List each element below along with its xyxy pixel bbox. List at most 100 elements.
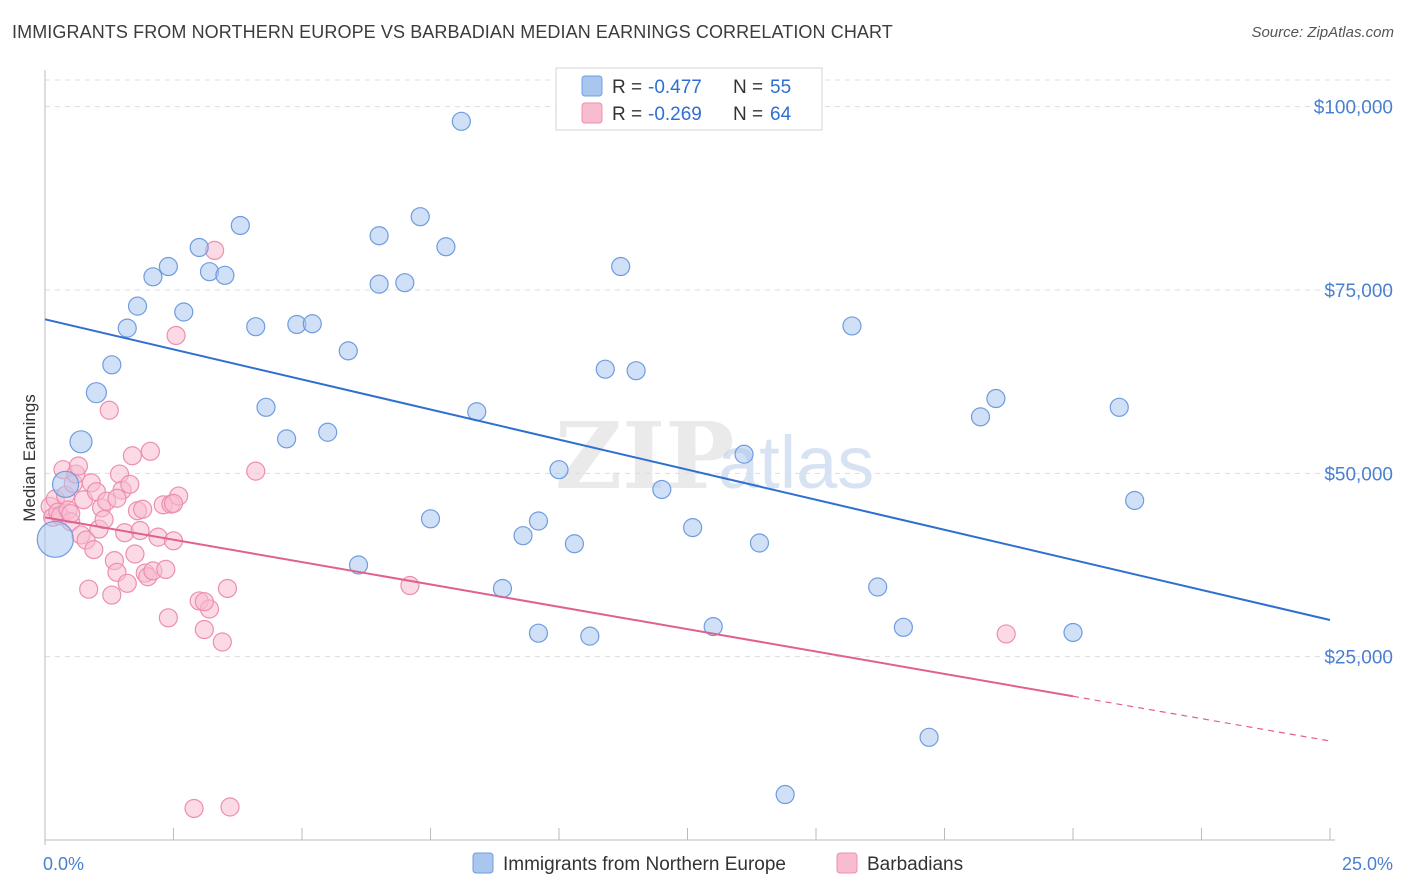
point-northern-europe	[986, 388, 1006, 409]
point-northern-europe	[549, 460, 569, 480]
point-barbadians	[120, 474, 140, 494]
point-barbadians	[996, 624, 1016, 644]
point-barbadians	[130, 520, 150, 541]
series-legend: Immigrants from Northern Europe Barbadia…	[472, 852, 963, 875]
point-barbadians	[125, 544, 145, 564]
point-northern-europe	[420, 509, 441, 529]
point-northern-europe	[683, 517, 703, 538]
point-northern-europe	[410, 207, 430, 227]
point-northern-europe	[611, 256, 631, 277]
point-barbadians	[246, 461, 266, 481]
legend-swatch-blue	[581, 75, 603, 97]
point-northern-europe	[919, 727, 939, 747]
point-barbadians	[194, 619, 214, 640]
point-northern-europe	[318, 422, 338, 442]
point-barbadians	[140, 441, 160, 461]
point-northern-europe	[246, 317, 266, 337]
watermark-zip: ZIP	[555, 402, 734, 510]
bottom-legend-label-blue: Immigrants from Northern Europe	[503, 854, 786, 875]
point-barbadians	[156, 559, 176, 580]
y-tick-label: $75,000	[1324, 281, 1393, 302]
point-barbadians	[184, 798, 204, 819]
point-northern-europe	[513, 526, 533, 546]
point-northern-europe	[528, 511, 549, 531]
point-barbadians	[107, 488, 127, 508]
series-northern-europe	[36, 111, 1145, 805]
legend-r-label-pink: R =	[612, 104, 642, 125]
point-barbadians	[122, 446, 142, 466]
point-barbadians	[163, 493, 184, 513]
legend-swatch-pink	[581, 102, 603, 124]
bottom-legend-label-pink: Barbadians	[867, 854, 963, 875]
legend-n-value-pink: 64	[770, 104, 792, 125]
point-barbadians	[194, 592, 214, 612]
point-barbadians	[158, 608, 178, 628]
point-northern-europe	[528, 623, 549, 643]
point-barbadians	[102, 585, 122, 605]
y-tick-label: $100,000	[1314, 98, 1393, 119]
tick-labels: $25,000 $50,000 $75,000 $100,000 0.0% 25.0%	[43, 98, 1393, 874]
point-northern-europe	[127, 296, 148, 316]
point-northern-europe	[451, 111, 471, 131]
point-northern-europe	[842, 316, 862, 336]
point-northern-europe	[256, 397, 276, 417]
point-barbadians	[79, 579, 99, 599]
point-northern-europe	[369, 226, 389, 246]
x-tick-label-max: 25.0%	[1342, 854, 1393, 874]
point-barbadians	[212, 632, 232, 652]
point-northern-europe	[369, 274, 389, 294]
point-northern-europe	[564, 534, 585, 554]
gridlines	[45, 79, 1392, 658]
point-northern-europe	[395, 273, 415, 293]
point-barbadians	[84, 539, 104, 560]
point-barbadians	[220, 797, 240, 817]
y-tick-label: $50,000	[1324, 464, 1393, 485]
point-northern-europe	[703, 616, 723, 637]
bottom-legend-swatch-blue	[472, 852, 494, 874]
trend-line-extrapolated	[1072, 695, 1331, 742]
point-barbadians	[133, 499, 153, 519]
point-northern-europe	[348, 555, 369, 575]
point-northern-europe	[85, 382, 108, 404]
legend-r-value-pink: -0.269	[648, 104, 702, 125]
point-northern-europe	[230, 215, 250, 236]
point-northern-europe	[174, 302, 194, 322]
point-barbadians	[166, 325, 186, 346]
point-northern-europe	[215, 265, 235, 285]
point-northern-europe	[189, 237, 209, 258]
legend-n-label-blue: N =	[733, 77, 763, 98]
source-credit: Source: ZipAtlas.com	[1251, 24, 1394, 41]
point-northern-europe	[595, 359, 615, 379]
point-northern-europe	[492, 578, 513, 599]
x-tick-label-min: 0.0%	[43, 854, 84, 874]
axes	[44, 70, 1335, 845]
point-northern-europe	[69, 430, 93, 454]
point-northern-europe	[652, 479, 672, 500]
point-northern-europe	[734, 444, 754, 464]
y-axis-label: Median Earnings	[20, 394, 39, 522]
point-barbadians	[99, 400, 119, 420]
point-northern-europe	[626, 361, 646, 381]
point-northern-europe	[436, 237, 456, 257]
point-northern-europe	[143, 267, 163, 287]
point-northern-europe	[1063, 622, 1083, 643]
point-barbadians	[117, 573, 137, 593]
y-tick-label: $25,000	[1324, 648, 1393, 669]
legend-r-label-blue: R =	[612, 77, 642, 98]
point-northern-europe	[117, 318, 137, 338]
point-northern-europe	[36, 520, 74, 558]
point-northern-europe	[749, 533, 770, 553]
point-northern-europe	[338, 341, 358, 361]
point-barbadians	[68, 456, 89, 476]
watermark: ZIP atlas	[555, 402, 874, 510]
point-northern-europe	[1109, 397, 1129, 417]
point-northern-europe	[970, 407, 991, 427]
point-northern-europe	[102, 355, 122, 375]
trend-lines	[44, 318, 1331, 742]
point-northern-europe	[276, 429, 297, 449]
bottom-legend-swatch-pink	[836, 852, 858, 874]
legend-n-value-blue: 55	[770, 77, 791, 98]
trend-line	[44, 318, 1331, 621]
chart-title: IMMIGRANTS FROM NORTHERN EUROPE VS BARBA…	[12, 22, 893, 42]
trend-line	[44, 516, 1074, 698]
